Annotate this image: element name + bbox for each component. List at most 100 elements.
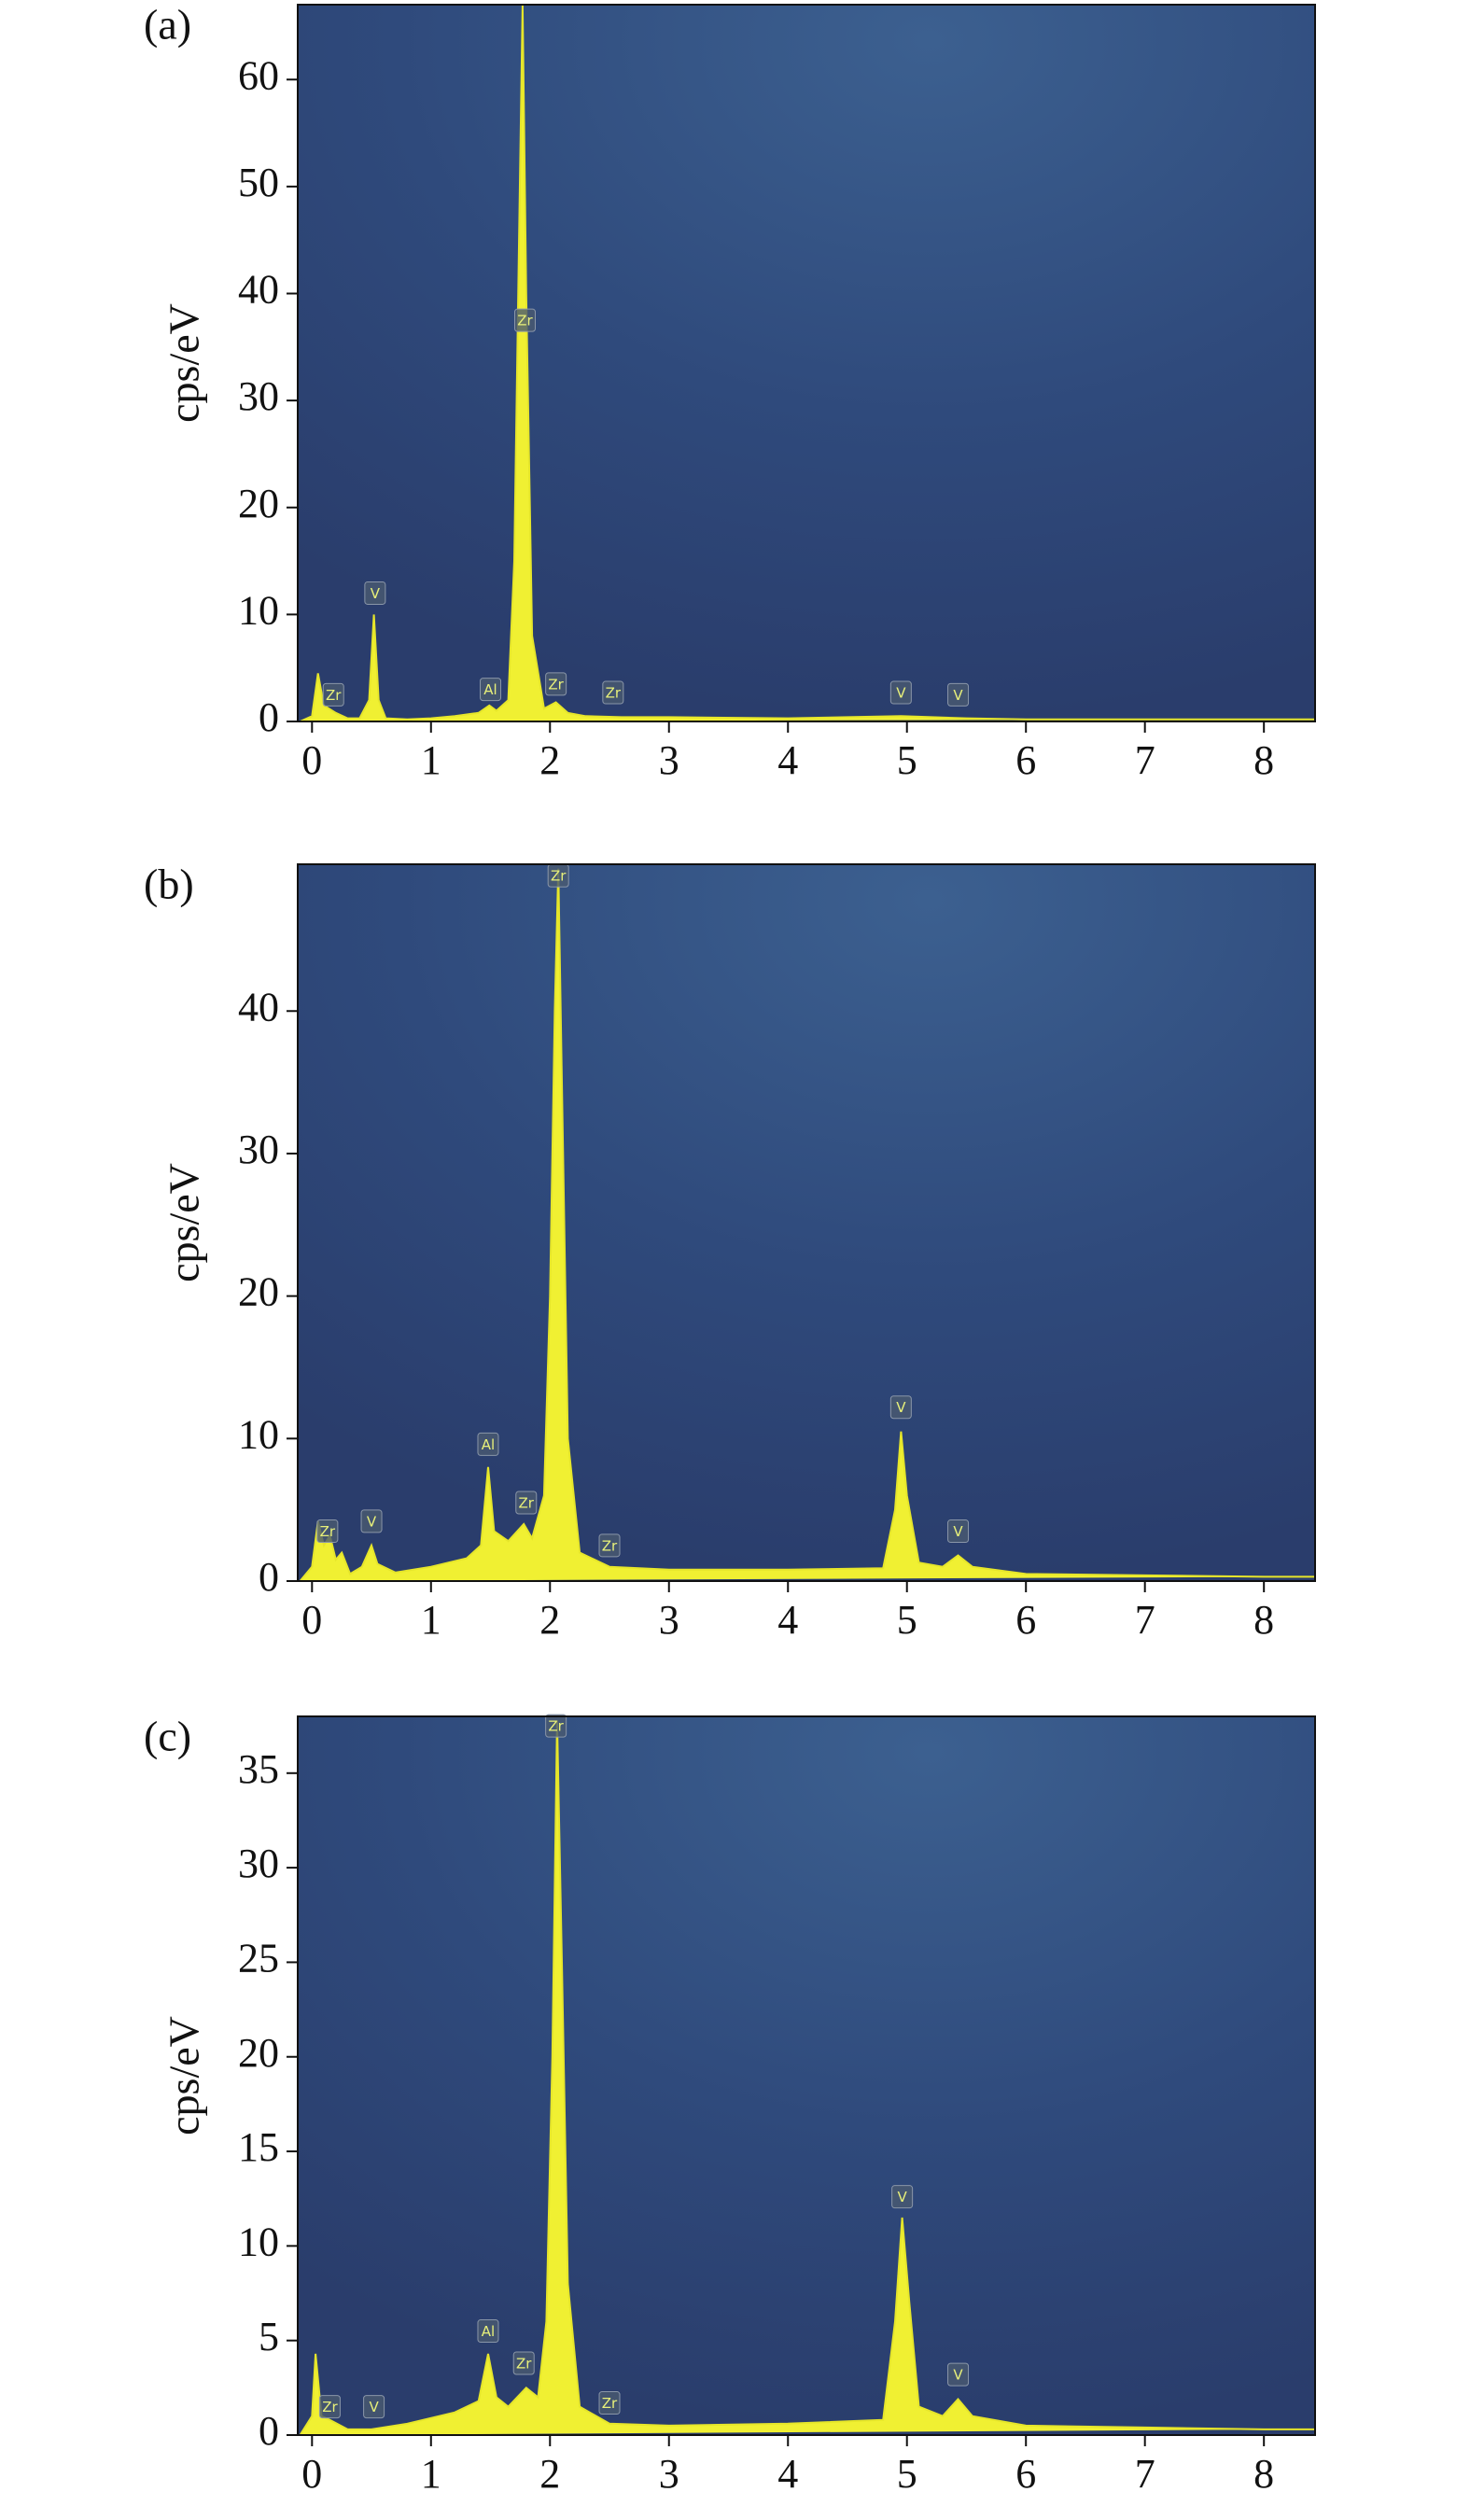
x-tick-label: 5: [897, 1597, 917, 1643]
panel-label: (b): [144, 861, 194, 908]
x-tick-label: 8: [1253, 1597, 1274, 1643]
y-tick-label: 40: [238, 984, 279, 1029]
plot-frame: [297, 863, 1316, 1582]
x-tick-label: 5: [897, 2451, 917, 2497]
peak-label-box: [602, 680, 624, 705]
panel-label: (a): [144, 1, 191, 49]
x-tick-label: 1: [421, 1597, 441, 1643]
y-tick-label: 35: [238, 1746, 279, 1792]
peak-label: Zr: [322, 2399, 338, 2415]
peak-label: V: [896, 685, 906, 702]
y-tick-label: 40: [238, 267, 279, 313]
peak-label-box: [364, 581, 386, 605]
y-tick-label: 25: [238, 1936, 279, 1981]
peak-label: Zr: [606, 685, 622, 702]
x-tick-label: 1: [421, 737, 441, 783]
peak-label-box: [316, 1519, 339, 1544]
peak-label: Zr: [519, 1495, 535, 1512]
peak-label: V: [953, 687, 963, 704]
peak-label-box: [515, 1491, 538, 1515]
plot-background: [298, 864, 1315, 1581]
peak-label: Zr: [516, 2356, 532, 2373]
peak-label-box: [947, 1519, 970, 1544]
peak-label: Zr: [548, 1718, 564, 1735]
peak-label-box: [363, 2395, 385, 2419]
peak-label: V: [896, 1399, 906, 1416]
peak-label-box: [891, 2185, 914, 2209]
peak-label: V: [953, 1523, 963, 1540]
peak-label: V: [369, 2399, 379, 2415]
x-tick-label: 2: [539, 2451, 560, 2497]
peak-label-box: [513, 308, 536, 332]
peak-label-box: [545, 672, 567, 696]
x-tick-label: 2: [539, 737, 560, 783]
peak-label: V: [371, 585, 381, 602]
x-tick-label: 4: [777, 2451, 798, 2497]
x-tick-label: 4: [777, 1597, 798, 1643]
x-tick-label: 7: [1135, 737, 1155, 783]
x-tick-label: 8: [1253, 2451, 1274, 2497]
peak-label-box: [318, 2395, 341, 2419]
y-tick-label: 10: [238, 587, 279, 633]
peak-label: Al: [482, 2323, 495, 2340]
x-tick-label: 7: [1135, 1597, 1155, 1643]
y-axis-label: cps/eV: [161, 1163, 208, 1282]
plot-frame: [297, 1715, 1316, 2436]
spectrum-area: [299, 868, 1315, 1582]
x-tick-label: 5: [897, 737, 917, 783]
x-tick-label: 4: [777, 737, 798, 783]
x-tick-label: 3: [659, 737, 679, 783]
spectrum-area: [299, 1720, 1315, 2436]
peak-label-box: [477, 2319, 499, 2344]
y-tick-label: 60: [238, 52, 279, 98]
y-tick-label: 30: [238, 373, 279, 419]
x-tick-label: 6: [1015, 737, 1036, 783]
plot-frame: [297, 4, 1316, 722]
peak-label: Zr: [551, 868, 567, 885]
panel-label: (c): [144, 1713, 191, 1760]
x-tick-label: 7: [1135, 2451, 1155, 2497]
peak-label: V: [897, 2189, 907, 2205]
y-axis-label: cps/eV: [161, 2016, 208, 2135]
y-tick-label: 0: [259, 1554, 279, 1600]
x-tick-label: 2: [539, 1597, 560, 1643]
y-axis-label: cps/eV: [161, 303, 208, 423]
y-tick-label: 20: [238, 1269, 279, 1315]
spectrum-area: [300, 4, 1315, 722]
y-tick-label: 30: [238, 1127, 279, 1172]
y-tick-label: 15: [238, 2124, 279, 2170]
peak-label: Al: [483, 681, 497, 698]
peak-label: V: [367, 1513, 377, 1530]
y-tick-label: 0: [259, 2408, 279, 2454]
peak-label-box: [477, 1432, 499, 1456]
peak-label-box: [545, 1714, 567, 1738]
x-tick-label: 0: [301, 2451, 322, 2497]
y-tick-label: 10: [238, 2219, 279, 2264]
plot-background: [298, 5, 1315, 721]
peak-label-box: [889, 680, 912, 705]
y-tick-label: 20: [238, 2030, 279, 2076]
peak-label: Zr: [548, 676, 564, 693]
peak-label: Zr: [320, 1523, 336, 1540]
x-tick-label: 0: [301, 737, 322, 783]
peak-label-box: [598, 1533, 621, 1558]
peak-label-box: [480, 678, 502, 702]
y-tick-label: 10: [238, 1411, 279, 1457]
y-tick-label: 0: [259, 694, 279, 740]
y-tick-label: 50: [238, 160, 279, 205]
peak-label: Al: [482, 1436, 495, 1453]
x-tick-label: 6: [1015, 1597, 1036, 1643]
peak-label-box: [512, 2351, 535, 2375]
peak-label-box: [598, 2391, 621, 2415]
peak-label-box: [947, 2362, 970, 2387]
peak-label-box: [947, 682, 970, 707]
plot-background: [298, 1716, 1315, 2435]
y-tick-label: 30: [238, 1841, 279, 1886]
peak-label-box: [360, 1509, 383, 1533]
y-tick-label: 20: [238, 481, 279, 526]
x-tick-label: 8: [1253, 737, 1274, 783]
x-tick-label: 6: [1015, 2451, 1036, 2497]
x-tick-label: 3: [659, 2451, 679, 2497]
peak-label-box: [322, 682, 344, 707]
x-tick-label: 1: [421, 2451, 441, 2497]
